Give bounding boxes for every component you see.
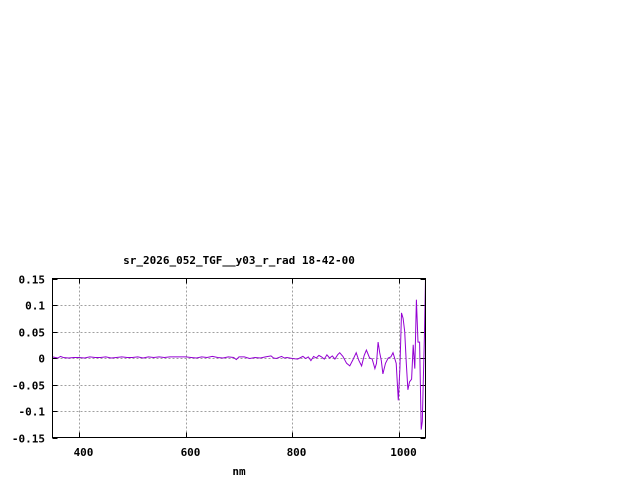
x-tick-label: 600 <box>181 446 201 459</box>
y-tick-label: -0.15 <box>12 433 45 446</box>
x-tick-label: 1000 <box>390 446 417 459</box>
grid <box>52 278 426 438</box>
x-tick-label: 800 <box>287 446 307 459</box>
y-tick-label: 0 <box>38 353 45 366</box>
y-tick-label: 0.15 <box>19 274 46 287</box>
chart-title: sr_2026_052_TGF__y03_r_rad 18-42-00 <box>123 254 355 267</box>
x-tick-label: 400 <box>74 446 94 459</box>
series-line <box>52 278 426 430</box>
x-axis-label: nm <box>232 465 246 478</box>
y-tick-label: 0.1 <box>25 300 45 313</box>
plot-frame <box>52 278 426 438</box>
x-axis: 400 600 800 1000 <box>74 278 417 459</box>
y-tick-label: -0.1 <box>19 406 46 419</box>
y-axis: 0.15 0.1 0.05 0 -0.05 -0.1 -0.15 <box>12 274 426 446</box>
y-tick-label: 0.05 <box>19 327 46 340</box>
y-tick-label: -0.05 <box>12 380 45 393</box>
